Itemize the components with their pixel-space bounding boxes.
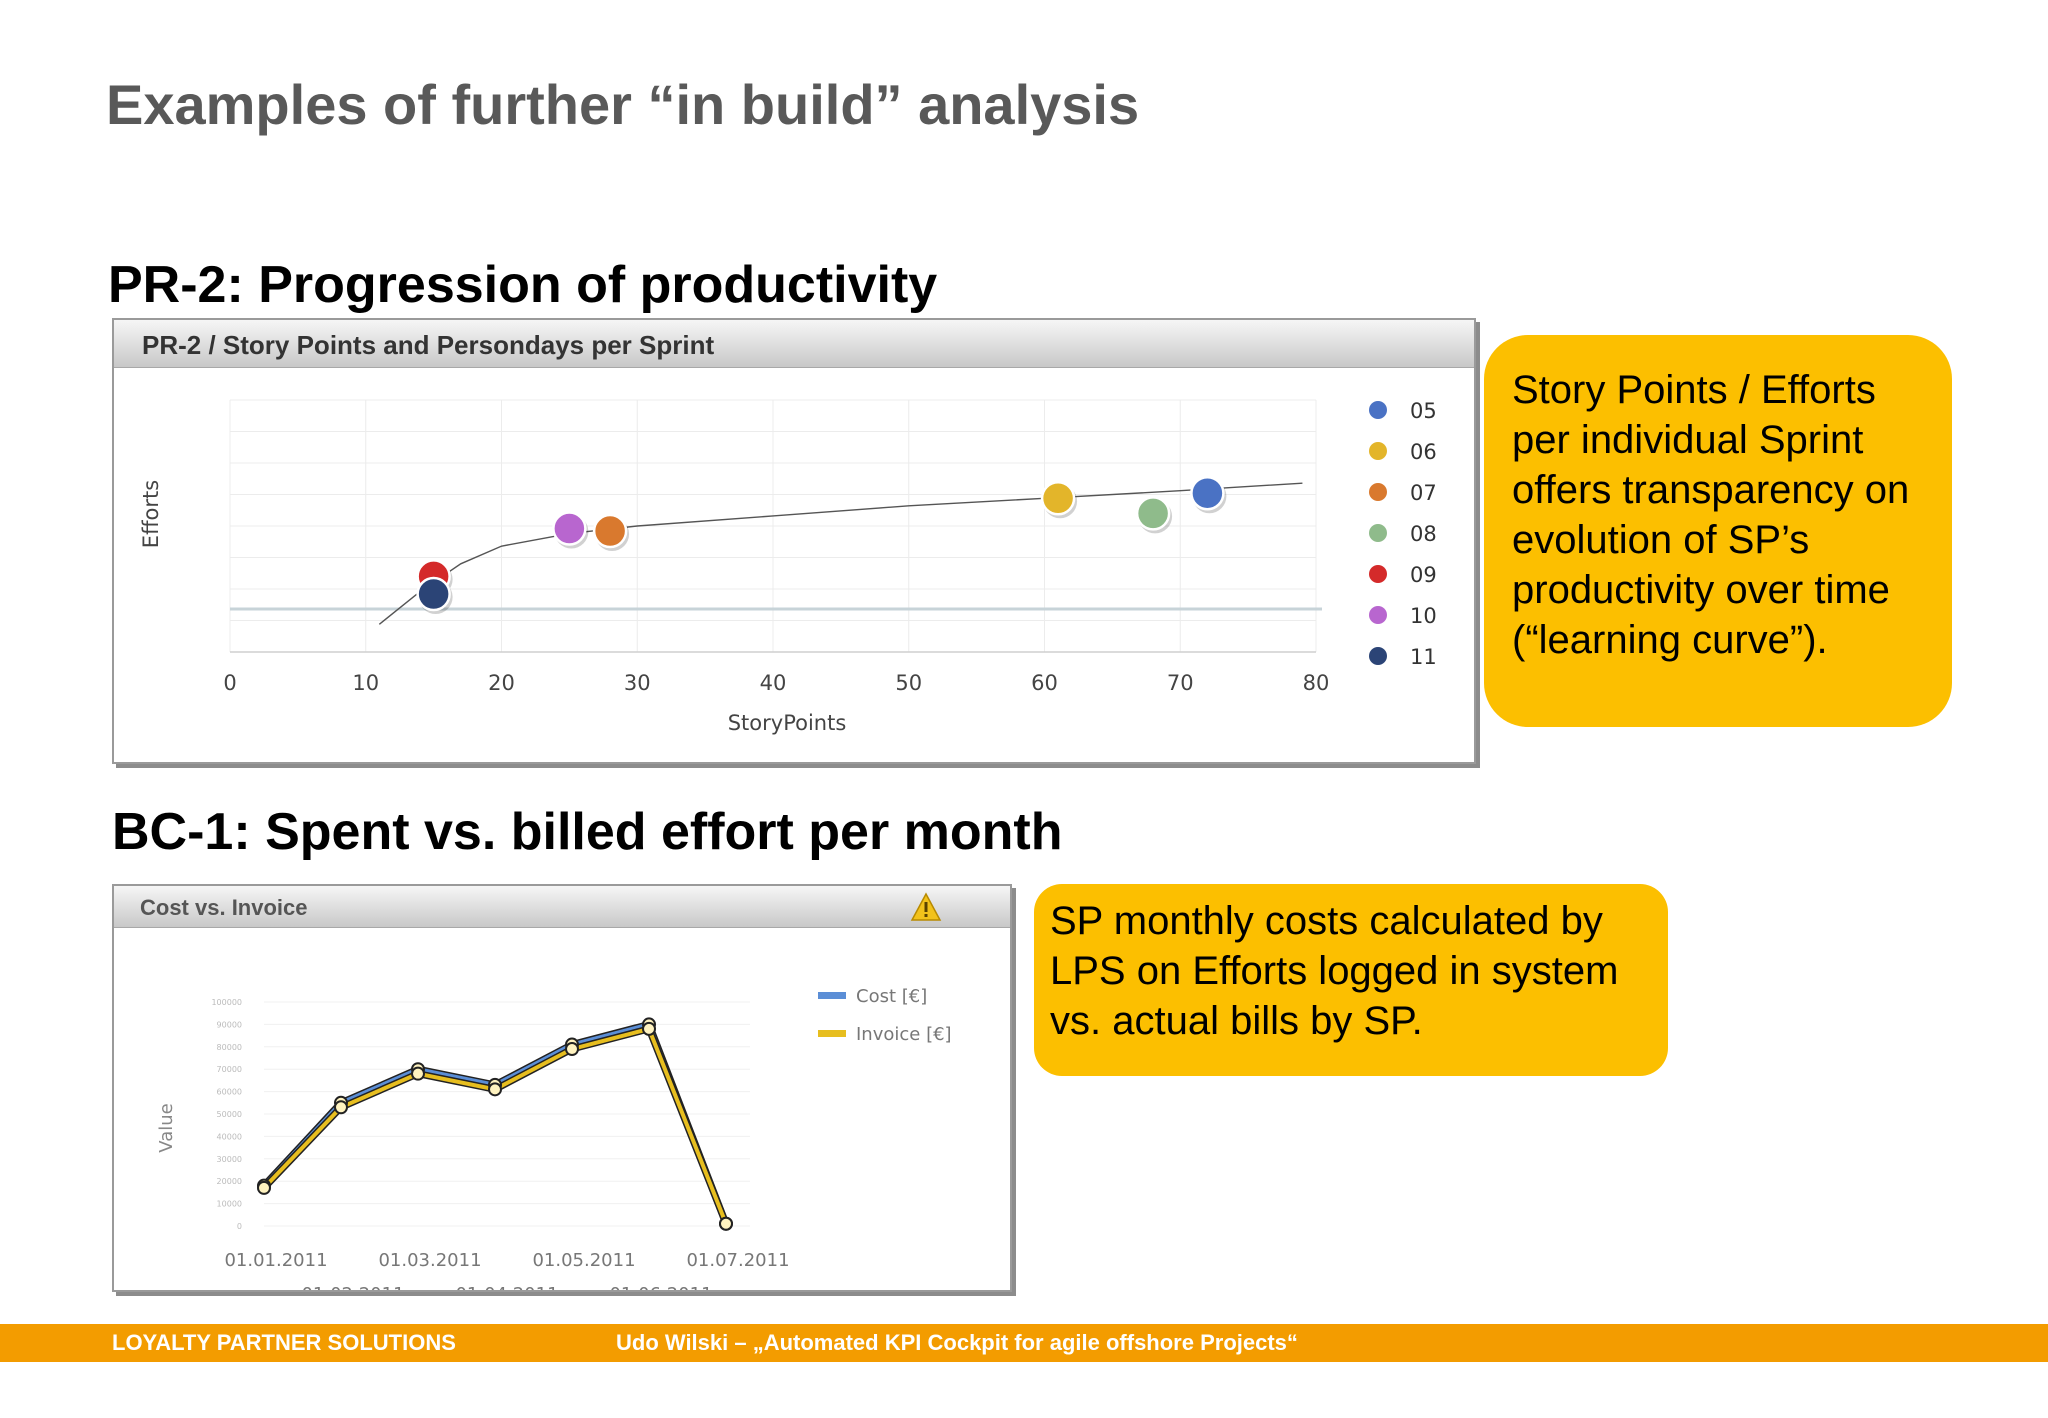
- warning-triangle-icon[interactable]: [910, 892, 942, 922]
- legend-label: 11: [1410, 645, 1437, 669]
- data-point-sprint-05: [1190, 475, 1225, 511]
- x-tick-label: 01.07.2011: [686, 1250, 789, 1271]
- legend-label: Cost [€]: [856, 986, 927, 1007]
- data-point: [719, 1216, 733, 1231]
- scatter-panel-title: PR-2 / Story Points and Persondays per S…: [142, 330, 715, 360]
- scatter-chart: 0 10 20 30 40 50 60 70 80 StoryPoints Efforts 05 06 0…: [139, 399, 1437, 735]
- y-tick-label: 90000: [217, 1020, 242, 1029]
- series-line-invoice: [262, 1026, 728, 1225]
- y-tick-label: 40000: [217, 1132, 242, 1141]
- x-tick-label: 20: [488, 671, 515, 695]
- x-tick-label: 01.06.2011: [609, 1284, 712, 1290]
- data-point: [565, 1042, 579, 1057]
- y-tick-label: 50000: [217, 1110, 242, 1119]
- line-panel-title: Cost vs. Invoice: [140, 895, 308, 920]
- x-tick-label: 40: [760, 671, 787, 695]
- data-point: [334, 1100, 348, 1115]
- legend-label: 10: [1410, 604, 1437, 628]
- data-point: [488, 1082, 502, 1097]
- y-tick-label: 20000: [217, 1177, 242, 1186]
- legend-label: Invoice [€]: [856, 1024, 952, 1045]
- x-tick-label: 01.04.2011: [455, 1284, 558, 1290]
- productivity-callout: Story Points / Efforts per individual Sp…: [1484, 335, 1952, 727]
- line-panel-header: Cost vs. Invoice: [114, 886, 1010, 928]
- y-tick-label: 80000: [217, 1043, 242, 1052]
- footer-presentation: Udo Wilski – „Automated KPI Cockpit for …: [616, 1330, 1298, 1355]
- line-chart: 0 10000 20000 30000 40000 50000 60000 70000 8000…: [156, 986, 952, 1290]
- callout-line: per individual Sprint: [1512, 418, 1864, 462]
- x-tick-label: 01.03.2011: [378, 1250, 481, 1271]
- x-tick-label: 0: [223, 671, 236, 695]
- footer-company: LOYALTY PARTNER SOLUTIONS: [112, 1330, 456, 1355]
- legend-swatch: [818, 1030, 846, 1037]
- x-axis-label: StoryPoints: [728, 711, 847, 735]
- x-tick-label: 70: [1167, 671, 1194, 695]
- callout-line: LPS on Efforts logged in system: [1050, 949, 1619, 993]
- y-tick-label: 10000: [217, 1200, 242, 1209]
- y-tick-label: 30000: [217, 1155, 242, 1164]
- callout-line: Story Points / Efforts: [1512, 368, 1876, 412]
- data-point-sprint-07: [592, 513, 628, 549]
- data-point-sprint-11: [416, 576, 451, 612]
- x-tick-label: 10: [352, 671, 379, 695]
- data-point-sprint-10: [552, 511, 587, 546]
- section-heading-productivity: PR-2: Progression of productivity: [108, 256, 938, 314]
- legend-label: 07: [1410, 481, 1437, 505]
- callout-line: vs. actual bills by SP.: [1050, 999, 1423, 1043]
- legend-label: 08: [1410, 522, 1437, 546]
- y-tick-label: 0: [237, 1222, 242, 1231]
- legend-label: 05: [1410, 399, 1437, 423]
- series-outline: [261, 1025, 730, 1226]
- x-tick-label: 60: [1031, 671, 1058, 695]
- y-axis-label: Value: [156, 1103, 177, 1152]
- legend-label: 06: [1410, 440, 1437, 464]
- legend-marker-08: [1369, 524, 1387, 542]
- footer-bar: LOYALTY PARTNER SOLUTIONS Udo Wilski – „…: [0, 1324, 2048, 1362]
- x-tick-label: 80: [1303, 671, 1330, 695]
- callout-line: offers transparency on: [1512, 468, 1910, 512]
- legend-swatch: [818, 992, 846, 999]
- legend-marker-09: [1369, 565, 1387, 583]
- legend-marker-10: [1369, 606, 1387, 624]
- data-point: [411, 1066, 425, 1081]
- legend-marker-07: [1369, 483, 1387, 501]
- billing-callout: SP monthly costs calculated by LPS on Ef…: [1034, 884, 1668, 1076]
- y-tick-label: 100000: [211, 998, 242, 1007]
- legend-marker-06: [1369, 442, 1387, 460]
- x-tick-label: 01.05.2011: [532, 1250, 635, 1271]
- scatter-panel-header: PR-2 / Story Points and Persondays per S…: [114, 320, 1474, 368]
- x-tick-label: 01.01.2011: [224, 1250, 327, 1271]
- callout-line: (“learning curve”).: [1512, 618, 1828, 662]
- x-tick-label: 30: [624, 671, 651, 695]
- y-tick-label: 60000: [217, 1088, 242, 1097]
- callout-line: SP monthly costs calculated by: [1050, 899, 1603, 943]
- x-tick-label: 50: [895, 671, 922, 695]
- y-axis-label: Efforts: [139, 480, 163, 548]
- scatter-chart-panel: PR-2 / Story Points and Persondays per S…: [112, 318, 1476, 764]
- data-point: [642, 1021, 656, 1036]
- callout-line: productivity over time: [1512, 568, 1890, 612]
- legend-label: 09: [1410, 563, 1437, 587]
- data-point-sprint-06: [1040, 481, 1076, 516]
- data-point: [257, 1180, 271, 1195]
- page-title: Examples of further “in build” analysis: [106, 73, 1140, 136]
- data-point-sprint-08: [1135, 496, 1171, 531]
- legend-marker-11: [1369, 647, 1387, 665]
- legend-marker-05: [1369, 401, 1387, 419]
- y-tick-label: 70000: [217, 1065, 242, 1074]
- line-chart-panel: Cost vs. Invoice 0 10000 20000 30000 40000 50…: [112, 884, 1012, 1292]
- section-heading-billing: BC-1: Spent vs. billed effort per month: [112, 803, 1063, 861]
- x-tick-label: 01.02.2011: [301, 1284, 404, 1290]
- callout-line: evolution of SP’s: [1512, 518, 1810, 562]
